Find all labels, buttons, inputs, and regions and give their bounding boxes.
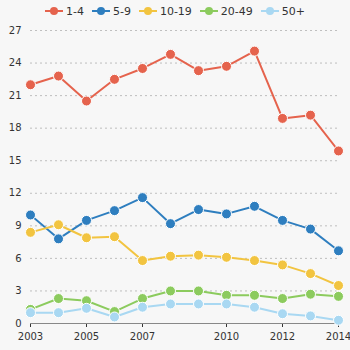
html-text:50+: 50+ <box>281 4 305 18</box>
svg-text:21: 21 <box>9 90 22 101</box>
html-text:20-49: 20-49 <box>220 4 253 18</box>
svg-text:2007: 2007 <box>130 331 155 342</box>
svg-text:24: 24 <box>9 57 22 68</box>
svg-text:2012: 2012 <box>270 331 295 342</box>
svg-text:6: 6 <box>15 253 21 264</box>
svg-text:2005: 2005 <box>74 331 99 342</box>
svg-text:15: 15 <box>9 155 22 166</box>
svg-text:2003: 2003 <box>18 331 43 342</box>
svg-text:3: 3 <box>15 285 21 296</box>
svg-text:27: 27 <box>9 25 22 36</box>
svg-text:12: 12 <box>9 187 22 198</box>
html-text:1-4: 1-4 <box>66 4 84 18</box>
svg-text:18: 18 <box>9 122 22 133</box>
svg-text:9: 9 <box>15 220 21 231</box>
svg-text:2010: 2010 <box>214 331 239 342</box>
html-text:10-19: 10-19 <box>159 4 192 18</box>
svg-text:2014: 2014 <box>326 331 350 342</box>
html-text:5-9: 5-9 <box>112 4 131 18</box>
svg-text:0: 0 <box>15 318 21 329</box>
